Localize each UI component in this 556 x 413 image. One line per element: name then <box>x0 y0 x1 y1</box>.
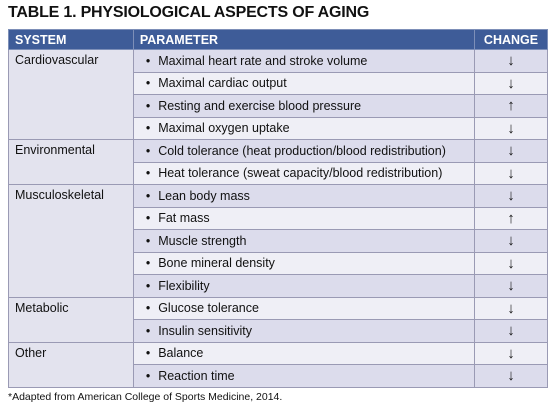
parameter-cell: Lean body mass <box>132 184 476 208</box>
table-title: TABLE 1. PHYSIOLOGICAL ASPECTS OF AGING <box>8 4 370 21</box>
change-cell: ↓ <box>474 251 548 275</box>
table-row: Insulin sensitivity↓ <box>9 319 548 343</box>
change-cell: ↓ <box>474 319 548 343</box>
change-cell: ↓ <box>474 364 548 388</box>
change-cell: ↑ <box>474 94 548 118</box>
change-cell: ↓ <box>474 139 548 163</box>
parameter-cell: Insulin sensitivity <box>132 319 476 343</box>
parameter-cell: Maximal oxygen uptake <box>132 116 476 140</box>
system-cell: Environmental <box>8 139 134 185</box>
system-cell: Musculoskeletal <box>8 184 134 298</box>
change-cell: ↓ <box>474 49 548 73</box>
change-cell: ↓ <box>474 341 548 365</box>
table-row: OtherBalance↓ <box>8 341 548 388</box>
parameter-cell: Flexibility <box>132 274 476 298</box>
table-row: Maximal oxygen uptake↓ <box>9 116 548 140</box>
table-row: MetabolicGlucose tolerance↓ <box>8 296 548 343</box>
parameter-cell: Reaction time <box>132 364 476 388</box>
table-row: CardiovascularMaximal heart rate and str… <box>8 49 548 140</box>
header-cell: PARAMETER <box>132 29 476 50</box>
table-row: Reaction time↓ <box>9 364 548 388</box>
parameter-cell: Bone mineral density <box>132 251 476 275</box>
parameter-cell: Fat mass <box>132 206 476 230</box>
parameter-cell: Heat tolerance (sweat capacity/blood red… <box>132 161 476 185</box>
parameter-cell: Maximal cardiac output <box>132 71 476 95</box>
system-cell: Other <box>8 341 134 388</box>
change-cell: ↓ <box>474 116 548 140</box>
system-cell: Metabolic <box>8 296 134 343</box>
table-row: Heat tolerance (sweat capacity/blood red… <box>9 161 548 185</box>
header-cell: SYSTEM <box>8 29 134 50</box>
parameter-cell: Maximal heart rate and stroke volume <box>132 49 476 73</box>
header-row: SYSTEM PARAMETER CHANGE <box>8 29 548 50</box>
table-body: CardiovascularMaximal heart rate and str… <box>8 49 548 388</box>
change-cell: ↓ <box>474 184 548 208</box>
change-cell: ↑ <box>474 206 548 230</box>
change-cell: ↓ <box>474 161 548 185</box>
aging-table: SYSTEM PARAMETER CHANGE CardiovascularMa… <box>8 29 548 388</box>
system-cell: Cardiovascular <box>8 49 134 140</box>
parameter-cell: Muscle strength <box>132 229 476 253</box>
table-row: Fat mass↑ <box>9 206 548 230</box>
footnote: *Adapted from American College of Sports… <box>8 391 283 403</box>
parameter-cell: Balance <box>132 341 476 365</box>
table-row: MusculoskeletalLean body mass↓ <box>8 184 548 298</box>
parameter-cell: Cold tolerance (heat production/blood re… <box>132 139 476 163</box>
change-cell: ↓ <box>474 274 548 298</box>
table-row: Muscle strength↓ <box>9 229 548 253</box>
parameter-cell: Resting and exercise blood pressure <box>132 94 476 118</box>
parameter-cell: Glucose tolerance <box>132 296 476 320</box>
table-row: EnvironmentalCold tolerance (heat produc… <box>8 139 548 185</box>
header-cell: CHANGE <box>474 29 548 50</box>
table-row: Flexibility↓ <box>9 274 548 298</box>
table-header: SYSTEM PARAMETER CHANGE <box>8 29 548 50</box>
table-row: Bone mineral density↓ <box>9 251 548 275</box>
change-cell: ↓ <box>474 229 548 253</box>
change-cell: ↓ <box>474 71 548 95</box>
change-cell: ↓ <box>474 296 548 320</box>
table-row: Maximal cardiac output↓ <box>9 71 548 95</box>
